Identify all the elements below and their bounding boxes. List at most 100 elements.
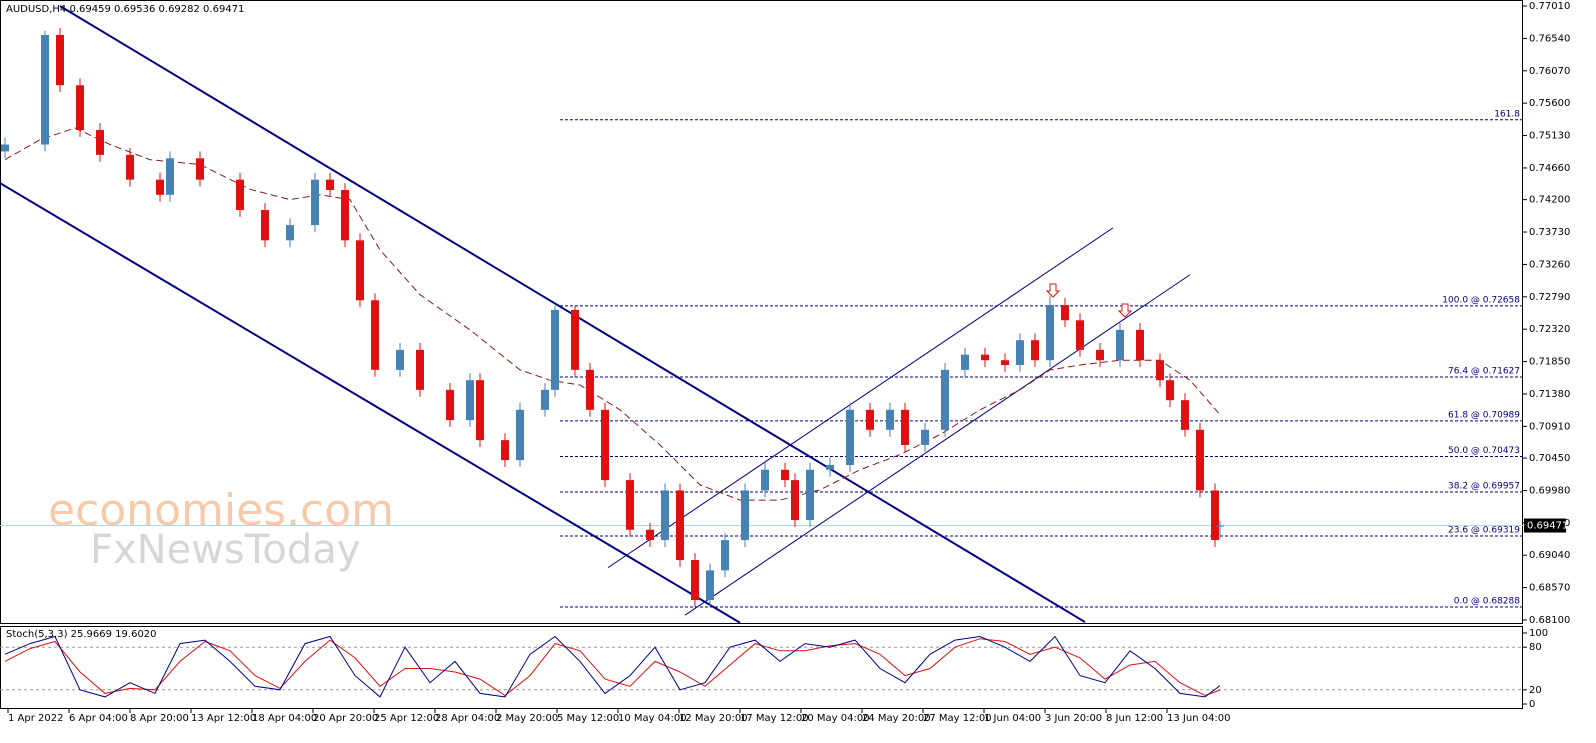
y-tick-label: 0.69980: [1529, 485, 1570, 496]
candle-body: [721, 540, 729, 571]
x-tick-label: 8 Jun 12:00: [1106, 713, 1163, 724]
candle-body: [1136, 329, 1144, 361]
candle-body: [396, 349, 404, 370]
candle-body: [1216, 525, 1224, 527]
watermark: economies.com: [48, 485, 394, 536]
candle-body: [1181, 400, 1189, 430]
candle-body: [156, 179, 164, 195]
candle-body: [1156, 360, 1164, 381]
last-price-label: 0.69471: [1527, 521, 1568, 532]
y-tick-label: 0.72320: [1529, 324, 1570, 335]
arrow: [1117, 303, 1133, 318]
candle-body: [1116, 329, 1124, 361]
candle-body: [941, 369, 949, 430]
candle-body: [791, 480, 799, 521]
y-tick-label: 0.74660: [1529, 163, 1570, 174]
stoch-line: [4, 635, 1221, 698]
watermark: FxNewsToday: [90, 527, 360, 573]
stoch-panel: [0, 626, 1523, 709]
candle-body: [921, 429, 929, 445]
candle-body: [586, 369, 594, 410]
y-tick-label: 0.70910: [1529, 421, 1570, 432]
y-tick-label: 0.68570: [1529, 583, 1570, 594]
fib-label: 50.0 @ 0.70473: [1448, 446, 1520, 456]
y-tick-label: 0.73730: [1529, 227, 1570, 238]
fib-label: 38.2 @ 0.69957: [1448, 482, 1520, 492]
main-layer: 161.8 100.0 @ 0.72658 76.4 @ 0.71627 61.8 @…: [0, 5, 1523, 698]
candle-body: [516, 409, 524, 461]
candle-body: [541, 389, 549, 410]
x-tick-label: 6 Apr 04:00: [69, 713, 128, 724]
x-tick-label: 5 May 12:00: [557, 713, 619, 724]
stoch-tick-label: 100: [1529, 628, 1548, 639]
candle-body: [601, 409, 609, 481]
candle-body: [341, 189, 349, 241]
stoch-tick-label: 80: [1529, 642, 1542, 653]
y-tick-label: 0.76540: [1529, 33, 1570, 44]
candle-body: [356, 240, 364, 301]
x-tick-label: 18 Apr 04:00: [252, 713, 317, 724]
y-tick-label: 0.74200: [1529, 195, 1570, 206]
main-panel: [0, 0, 1523, 624]
y-tick-label: 0.71380: [1529, 389, 1570, 400]
candle-body: [1046, 305, 1054, 361]
trendline: [0, 182, 741, 624]
candle-body: [901, 409, 909, 445]
candle-body: [311, 179, 319, 226]
x-tick-label: 24 May 20:00: [862, 713, 931, 724]
candle-body: [741, 490, 749, 541]
fib-label: 0.0 @ 0.68288: [1454, 597, 1521, 607]
candle-body: [76, 85, 84, 131]
candle-body: [56, 34, 64, 86]
y-tick-label: 0.77010: [1529, 1, 1570, 12]
y-tick-label: 0.72790: [1529, 292, 1570, 303]
candle-body: [196, 158, 204, 180]
x-tick-label: 17 May 12:00: [740, 713, 809, 724]
candle-body: [371, 300, 379, 370]
y-tick-label: 0.70450: [1529, 453, 1570, 464]
candle-body: [1196, 429, 1204, 491]
candle-body: [886, 409, 894, 430]
candle-body: [1166, 380, 1174, 401]
moving-average: [4, 127, 1221, 501]
trendline: [607, 227, 1114, 569]
arrow: [1045, 283, 1061, 298]
candle-body: [446, 389, 454, 421]
x-tick-label: 8 Apr 20:00: [130, 713, 189, 724]
candle-body: [1061, 305, 1069, 321]
candle-body: [761, 469, 769, 491]
candle-body: [236, 179, 244, 210]
candle-body: [286, 225, 294, 241]
candle-body: [706, 570, 714, 601]
x-tick-label: 10 May 04:00: [618, 713, 687, 724]
candle-body: [846, 409, 854, 465]
y-tick-label: 0.76070: [1529, 66, 1570, 77]
candle-body: [781, 469, 789, 481]
candle-body: [1076, 320, 1084, 350]
candle-body: [1001, 360, 1009, 366]
x-tick-label: 27 May 12:00: [923, 713, 992, 724]
y-tick-label: 0.75600: [1529, 98, 1570, 109]
x-tick-label: 12 May 20:00: [679, 713, 748, 724]
candle-body: [691, 560, 699, 601]
x-tick-label: 13 Jun 04:00: [1167, 713, 1231, 724]
candle-body: [476, 380, 484, 441]
candle-body: [126, 154, 134, 180]
fib-label: 161.8: [1494, 109, 1520, 119]
candle-body: [1, 144, 9, 152]
candle-body: [96, 130, 104, 155]
candle-body: [551, 309, 559, 390]
candle-body: [1016, 340, 1024, 366]
x-tick-label: 1 Apr 2022: [8, 713, 63, 724]
x-tick-label: 13 Apr 12:00: [191, 713, 256, 724]
fib-label: 61.8 @ 0.70989: [1448, 410, 1520, 420]
x-tick-label: 2 May 20:00: [496, 713, 558, 724]
candle-body: [806, 469, 814, 521]
candle-body: [166, 158, 174, 195]
candle-body: [1211, 490, 1219, 541]
candle-body: [961, 354, 969, 370]
x-tick-label: 25 Apr 12:00: [374, 713, 439, 724]
stoch-tick-label: 0: [1529, 699, 1535, 710]
x-tick-label: 20 Apr 20:00: [313, 713, 378, 724]
